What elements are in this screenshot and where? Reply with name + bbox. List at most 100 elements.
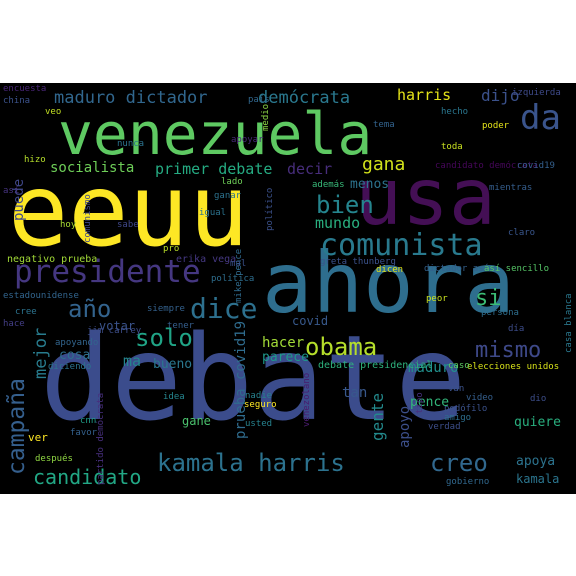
word-democrata: demócrata xyxy=(258,88,351,108)
word-idea: idea xyxy=(163,392,185,402)
word-asi-sencillo: así sencillo xyxy=(484,264,550,274)
word-politica: política xyxy=(211,274,255,284)
word-cree: cree xyxy=(15,307,37,317)
word-covid19: covid19 xyxy=(517,161,555,171)
word-covid: covid xyxy=(292,314,329,328)
word-amigo: amigo xyxy=(444,413,472,423)
word-kamala: kamala xyxy=(516,472,560,486)
word-dia: día xyxy=(508,324,525,334)
word-presidente: presidente xyxy=(14,254,201,290)
word-debate: debate xyxy=(40,309,467,447)
word-campaña: campaña xyxy=(4,378,30,475)
word-pais: país xyxy=(248,95,270,105)
word-claro: claro xyxy=(508,228,536,238)
word-siempre: siempre xyxy=(147,304,185,314)
word-persona: persona xyxy=(481,308,519,318)
word-candidato: candidato xyxy=(33,465,142,489)
word-elecciones-unidos: elecciones unidos xyxy=(467,362,560,372)
word-toda: toda xyxy=(441,142,463,152)
word-bueno: bueno xyxy=(153,357,193,372)
word-cnn: cnn xyxy=(80,416,97,426)
word-dio: dio xyxy=(530,394,547,404)
word-usa: usa xyxy=(355,153,496,243)
word-poder: poder xyxy=(482,121,510,131)
word-medio: medio xyxy=(261,103,271,131)
word-socialista: socialista xyxy=(50,160,135,176)
word-van: van xyxy=(448,384,465,394)
word-parece: parece xyxy=(262,350,309,365)
word-dice: dice xyxy=(190,292,258,325)
word-mientras: mientras xyxy=(489,183,533,193)
word-apoyar: apoyar xyxy=(231,135,264,145)
word-china: china xyxy=(3,96,31,106)
word-da: da xyxy=(520,98,561,138)
word-tipo: tipo xyxy=(415,392,425,414)
word-mismo: mismo xyxy=(475,338,542,363)
word-comunista: comunista xyxy=(320,228,483,263)
word-hecho: hecho xyxy=(441,107,469,117)
word-usted: usted xyxy=(245,419,273,429)
word-hizo: hizo xyxy=(24,155,46,165)
word-bien: bien xyxy=(316,191,374,219)
word-ganar: ganar xyxy=(214,191,242,201)
word-izquierda: izquierda xyxy=(512,88,561,98)
word-greta-thunberg: greta thunberg xyxy=(320,257,396,267)
word-tener: tener xyxy=(167,321,195,331)
word-maduro: maduro xyxy=(408,360,459,376)
word-veo: veo xyxy=(45,107,62,117)
word-nadie: nadie xyxy=(245,391,273,401)
word-kamala-harris: kamala harris xyxy=(157,449,345,477)
word-venezuela: venezuela xyxy=(58,100,373,168)
word-nunca: nunca xyxy=(117,139,145,149)
word-sabe: sabe xyxy=(117,220,139,230)
word-votar: votar xyxy=(99,319,136,333)
word-favor: favor xyxy=(70,428,98,438)
word-ma: ma xyxy=(123,352,142,370)
word-casa-blanca: casa blanca xyxy=(564,293,574,353)
word-tema: tema xyxy=(373,120,395,130)
word-partido-democrata: partido demócrata xyxy=(96,392,106,485)
word-asi: así xyxy=(3,186,20,196)
word-hoy: hoy xyxy=(60,220,77,230)
word-primer-debate: primer debate xyxy=(155,160,273,178)
word-creo: creo xyxy=(430,449,488,477)
word-solo: solo xyxy=(135,324,193,352)
word-harris: harris xyxy=(397,86,452,104)
word-ademas: además xyxy=(312,180,345,190)
word-dictador-asi: dictador así xyxy=(424,264,490,274)
word-apoya: apoya xyxy=(516,454,556,469)
word-negativo-prueba: negativo prueba xyxy=(7,254,98,265)
word-pence: pence xyxy=(410,395,450,410)
word-despues: después xyxy=(35,454,73,464)
word-erika-vega: erika vega xyxy=(176,254,237,265)
word-eeuu: eeuu xyxy=(8,152,249,269)
word-diciendo: diciendo xyxy=(48,362,92,372)
word-maduro-dictador: maduro dictador xyxy=(54,88,208,108)
word-cosa: cosa xyxy=(59,348,91,363)
word-encuesta: encuesta xyxy=(3,84,47,94)
word-verdad: verdad xyxy=(428,422,461,432)
word-gana: gana xyxy=(362,154,406,175)
word-estadounidense: estadounidense xyxy=(3,291,79,301)
word-ahora: ahora xyxy=(262,234,515,332)
word-dijo: dijo xyxy=(481,86,520,105)
word-decir: decir xyxy=(287,160,333,178)
word-menos: menos xyxy=(350,177,390,192)
word-seguro: seguro xyxy=(244,400,277,410)
word-gente: gente xyxy=(368,392,387,441)
word-cloud: debate eeuu ahora venezuela usa presiden… xyxy=(0,83,576,494)
word-hace: hace xyxy=(3,319,25,329)
word-mundo: mundo xyxy=(315,214,361,232)
word-lado: lado xyxy=(221,177,243,187)
word-si: si xyxy=(475,286,502,311)
word-caso: caso xyxy=(448,361,470,371)
word-gobierno: gobierno xyxy=(446,477,490,487)
word-tan: tan xyxy=(342,385,368,401)
word-año: año xyxy=(68,295,112,323)
word-candidato-democrata: candidato demócrata xyxy=(435,161,538,171)
word-apoyo: apoyo xyxy=(397,405,413,448)
word-jim-carrey: jim carrey xyxy=(87,326,142,336)
word-debate-presidencial: debate presidencial xyxy=(318,360,433,371)
word-obama: obama xyxy=(305,333,378,361)
word-quiere: quiere xyxy=(514,415,561,430)
